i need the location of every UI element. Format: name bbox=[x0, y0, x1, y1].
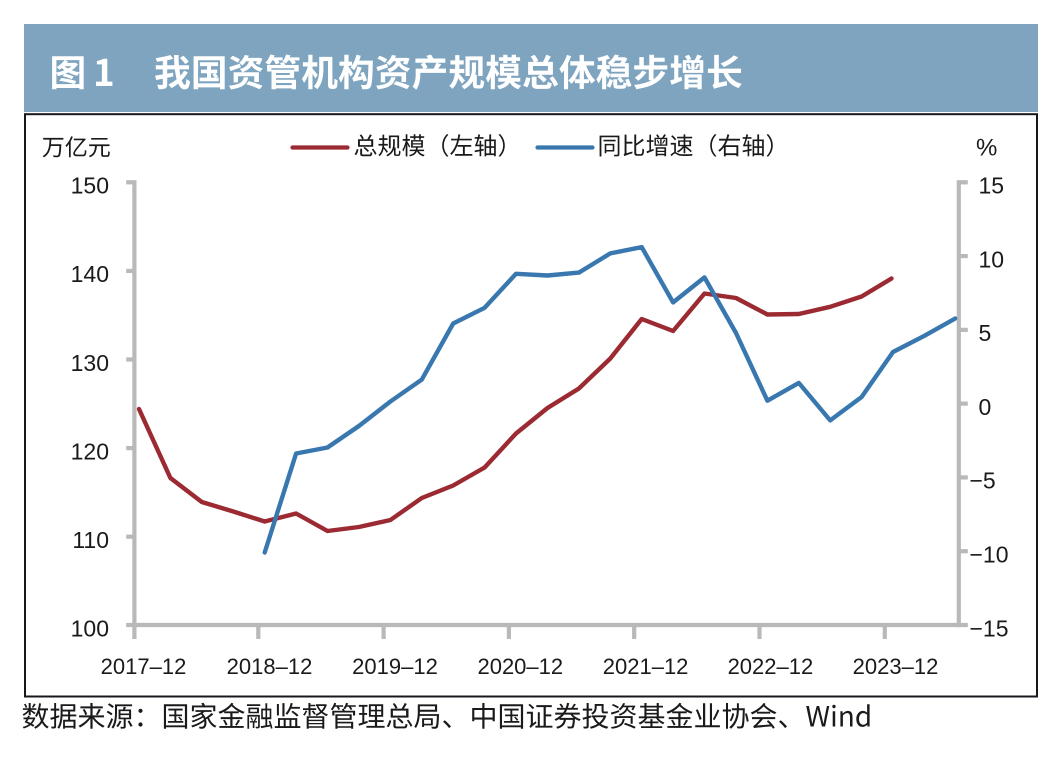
svg-text:130: 130 bbox=[71, 350, 109, 376]
svg-text:2019–12: 2019–12 bbox=[352, 654, 438, 679]
svg-text:150: 150 bbox=[71, 173, 109, 199]
svg-text:100: 100 bbox=[71, 616, 109, 642]
svg-text:2021–12: 2021–12 bbox=[603, 654, 689, 679]
svg-text:5: 5 bbox=[979, 320, 992, 346]
svg-text:15: 15 bbox=[979, 173, 1005, 199]
svg-text:0: 0 bbox=[979, 394, 992, 420]
svg-text:110: 110 bbox=[72, 527, 109, 553]
svg-text:2020–12: 2020–12 bbox=[477, 654, 563, 679]
svg-text:2022–12: 2022–12 bbox=[728, 654, 814, 679]
svg-text:2023–12: 2023–12 bbox=[853, 654, 939, 679]
svg-text:2017–12: 2017–12 bbox=[101, 654, 187, 679]
svg-text:−15: −15 bbox=[970, 615, 1009, 641]
svg-text:10: 10 bbox=[979, 246, 1005, 272]
svg-text:2018–12: 2018–12 bbox=[227, 654, 313, 679]
svg-text:−5: −5 bbox=[970, 468, 996, 494]
svg-text:120: 120 bbox=[71, 438, 109, 464]
svg-text:−10: −10 bbox=[970, 542, 1009, 568]
svg-text:%: % bbox=[976, 135, 997, 162]
svg-text:140: 140 bbox=[71, 261, 109, 287]
